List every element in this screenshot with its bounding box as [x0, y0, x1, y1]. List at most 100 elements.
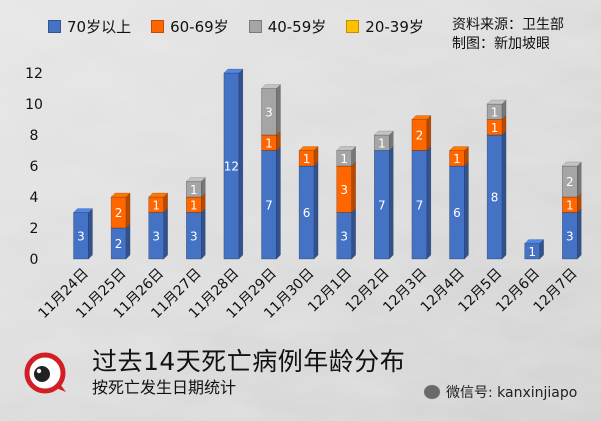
bar-segment-side — [238, 68, 244, 260]
bar-value-label: 8 — [491, 191, 499, 205]
bar-segment-side — [201, 207, 206, 260]
bar-segment-side — [276, 83, 281, 136]
bar-stack: 3 1 2 — [561, 161, 582, 260]
bar-value-label: 7 — [378, 198, 386, 212]
bar-stack: 31 — [148, 192, 169, 260]
bar-top — [260, 84, 282, 89]
bar-top — [110, 192, 131, 198]
bar-stack: 72 — [411, 114, 432, 260]
legend-label-40-59: 40-59岁 — [267, 18, 327, 36]
bar-segment-side — [539, 238, 544, 260]
legend-label-70plus: 70岁以上 — [67, 18, 132, 36]
chart-subtitle: 按死亡发生日期统计 — [92, 378, 237, 397]
bar-top — [448, 146, 470, 151]
bar-top — [185, 177, 206, 182]
bar-value-label: 2 — [566, 175, 574, 189]
bar-top — [486, 99, 507, 105]
y-tick-label: 12 — [25, 66, 43, 82]
bar-value-label: 2 — [115, 237, 123, 251]
bar-segment-side — [577, 161, 582, 198]
legend-label-20-39: 20-39岁 — [365, 18, 424, 36]
bar-top — [148, 192, 169, 198]
y-tick-label: 6 — [30, 159, 39, 175]
bar-value-label: 1 — [528, 245, 536, 259]
bar-stack: 3 11 — [185, 176, 206, 260]
chart-title: 过去14天死亡病例年龄分布 — [92, 347, 406, 376]
bar-value-label: 3 — [265, 105, 273, 119]
bar-segment-side — [389, 145, 394, 260]
bar-top — [298, 146, 319, 151]
bar-value-label: 1 — [265, 136, 273, 150]
bar-value-label: 1 — [378, 136, 386, 150]
bar-value-label: 2 — [115, 206, 123, 220]
bar-value-label: 3 — [340, 183, 348, 197]
bar-stack: 61 — [298, 145, 319, 260]
bar-value-label: 1 — [190, 198, 198, 212]
bar-stack: 61 — [448, 145, 470, 260]
bar-value-label: 1 — [152, 198, 160, 212]
bar-value-label: 1 — [340, 152, 348, 166]
bar-segment-side — [163, 207, 168, 260]
bar-value-label: 6 — [453, 206, 461, 220]
bar-segment-side — [464, 161, 469, 260]
bar-segment-side — [351, 161, 356, 214]
y-tick-label: 0 — [30, 252, 39, 268]
bar-segment-side — [351, 207, 356, 260]
bar-segment-side — [313, 161, 319, 260]
bar-stack: 1 — [524, 238, 545, 260]
source-note: 资料来源：卫生部 制图：新加坡眼 — [452, 16, 564, 54]
bar-value-label: 7 — [265, 198, 273, 212]
bar-stack: 7 1 3 — [260, 83, 282, 260]
bar-value-label: 1 — [303, 152, 311, 166]
credit-line: 制图：新加坡眼 — [452, 36, 550, 52]
source-line: 资料来源：卫生部 — [452, 17, 564, 33]
bar-top — [223, 68, 244, 74]
bar-value-label: 1 — [453, 152, 461, 166]
y-tick-label: 8 — [30, 128, 39, 144]
bar-segment-side — [125, 223, 131, 260]
bar-value-label: 3 — [77, 229, 85, 243]
bar-top — [561, 161, 582, 167]
bar-value-label: 3 — [340, 229, 348, 243]
legend-swatch-60-69 — [151, 20, 165, 33]
bar-top — [411, 115, 432, 120]
bar-segment-side — [88, 207, 93, 260]
legend-item-20-39: 20-39岁 — [346, 16, 424, 37]
bar-stack: 8 1 1 — [486, 99, 507, 260]
legend-swatch-40-59 — [248, 20, 262, 33]
wechat-icon — [424, 385, 440, 399]
y-tick-label: 10 — [25, 97, 43, 113]
legend-label-60-69: 60-69岁 — [170, 18, 229, 36]
bar-value-label: 3 — [566, 229, 574, 243]
y-axis: 0 2 4 6 8 10 12 — [25, 66, 43, 268]
bar-value-label: 1 — [491, 121, 499, 135]
bar-segment-side — [426, 145, 432, 260]
bar-segment-side — [577, 207, 582, 260]
bar-stack: 3 — [72, 207, 94, 260]
bar-segment-side — [577, 192, 582, 214]
bar-segment-side — [426, 114, 432, 152]
legend-item-60-69: 60-69岁 — [151, 16, 229, 37]
bar-value-label: 1 — [491, 105, 499, 119]
bar-value-label: 1 — [190, 183, 198, 197]
bar-value-label: 1 — [566, 198, 574, 212]
legend-swatch-20-39 — [346, 20, 360, 33]
y-tick-label: 4 — [30, 190, 39, 206]
legend-swatch-70plus — [48, 20, 61, 33]
legend: 70岁以上 60-69岁 40-59岁 20-39岁 — [48, 16, 424, 37]
bar-segment-side — [501, 130, 507, 260]
bar-value-label: 12 — [224, 160, 239, 174]
bar-segment-side — [125, 192, 131, 229]
bar-value-label: 2 — [416, 129, 424, 143]
bar-stack: 12 — [223, 68, 244, 260]
bar-value-label: 3 — [190, 229, 198, 243]
y-tick-label: 2 — [30, 221, 39, 237]
bar-top — [524, 239, 545, 244]
wechat-id: 微信号: kanxinjiapo — [424, 382, 577, 402]
bar-stack: 22 — [110, 192, 131, 260]
bar-value-label: 6 — [303, 206, 311, 220]
legend-item-70plus: 70岁以上 — [48, 16, 131, 37]
bar-stack: 3 3 1 — [336, 145, 357, 260]
legend-item-40-59: 40-59岁 — [248, 16, 327, 37]
